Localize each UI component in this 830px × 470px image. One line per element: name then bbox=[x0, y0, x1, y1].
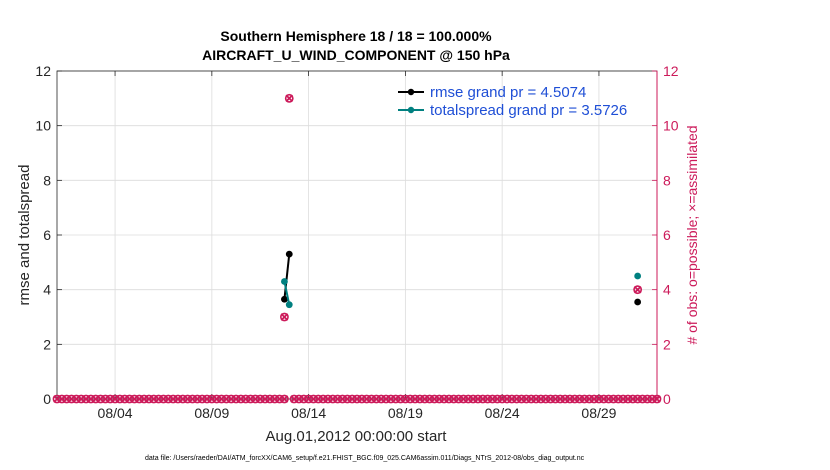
x-tick-label: 08/14 bbox=[291, 405, 326, 421]
obs-count-layer bbox=[52, 93, 662, 404]
y-right-tick-label: 10 bbox=[663, 118, 679, 134]
y-right-tick-label: 12 bbox=[663, 63, 679, 79]
y-right-tick-label: 4 bbox=[663, 282, 671, 298]
footnote: data file: /Users/raeder/DAI/ATM_forcXX/… bbox=[145, 455, 585, 462]
obs-assimilated-marker bbox=[280, 313, 289, 321]
legend-marker-totalspread bbox=[407, 106, 415, 114]
y-axis-right-label: # of obs: o=possible; ×=assimilated bbox=[684, 125, 700, 344]
axis-ticks: 0 2 4 6 8 10 12 0 2 4 6 8 10 12 08/04 08/09 08/14 08/19 08… bbox=[35, 63, 678, 421]
series-line-rmse bbox=[283, 254, 291, 300]
obs-possible-marker bbox=[280, 312, 289, 322]
series-point-rmse bbox=[281, 295, 288, 303]
y-right-tick-label: 0 bbox=[663, 391, 671, 407]
chart-subtitle: AIRCRAFT_U_WIND_COMPONENT @ 150 hPa bbox=[202, 47, 510, 63]
series-point-rmse bbox=[634, 298, 642, 306]
x-axis-label: Aug.01,2012 00:00:00 start bbox=[266, 428, 448, 445]
obs-possible-marker bbox=[652, 394, 662, 404]
obs-assimilated-marker bbox=[280, 395, 289, 403]
legend-label-totalspread: totalspread grand pr = 3.5726 bbox=[430, 102, 627, 119]
series-point-rmse bbox=[285, 250, 293, 258]
y-right-tick-label: 2 bbox=[663, 336, 671, 352]
obs-possible-marker bbox=[284, 93, 294, 103]
y-tick-label: 2 bbox=[43, 336, 51, 352]
series-point-totalspread bbox=[285, 301, 293, 309]
grid-lines bbox=[57, 70, 657, 400]
legend-label-rmse: rmse grand pr = 4.5074 bbox=[430, 84, 586, 101]
series-line-totalspread bbox=[283, 281, 291, 305]
series-point-totalspread bbox=[281, 278, 288, 285]
y-right-tick-label: 6 bbox=[663, 227, 671, 243]
x-tick-label: 08/19 bbox=[388, 405, 423, 421]
x-tick-label: 08/29 bbox=[581, 405, 616, 421]
y-tick-label: 10 bbox=[35, 118, 51, 134]
y-axis-label: rmse and totalspread bbox=[16, 165, 33, 306]
y-tick-label: 6 bbox=[43, 227, 51, 243]
chart-title: Southern Hemisphere 18 / 18 = 100.000% bbox=[220, 28, 492, 44]
legend: rmse grand pr = 4.5074 totalspread grand… bbox=[398, 84, 627, 119]
obs-assimilated-marker bbox=[653, 395, 661, 403]
obs-possible-marker bbox=[280, 394, 289, 404]
legend-marker-rmse bbox=[407, 88, 415, 96]
y-right-tick-label: 8 bbox=[663, 172, 671, 188]
obs-possible-marker bbox=[633, 285, 643, 295]
y-tick-label: 0 bbox=[43, 391, 51, 407]
x-tick-label: 08/09 bbox=[194, 405, 229, 421]
y-tick-label: 4 bbox=[43, 282, 51, 298]
x-tick-label: 08/24 bbox=[485, 405, 520, 421]
series-layer bbox=[281, 250, 642, 309]
y-tick-label: 12 bbox=[35, 63, 51, 79]
series-point-totalspread bbox=[634, 272, 642, 280]
obs-assimilated-marker bbox=[633, 285, 642, 294]
y-tick-label: 8 bbox=[43, 172, 51, 188]
x-tick-label: 08/04 bbox=[98, 405, 133, 421]
obs-assimilated-marker bbox=[285, 94, 294, 103]
